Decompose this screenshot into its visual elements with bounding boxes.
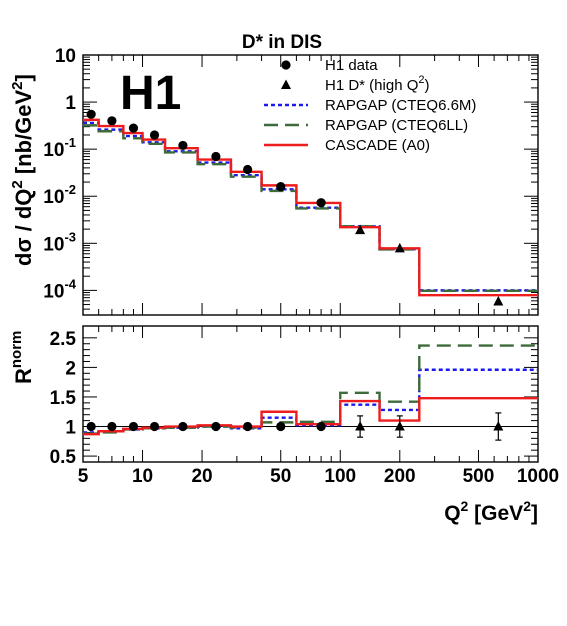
y-tick-label-exp: -3 — [64, 229, 76, 244]
x-tick-label: 500 — [463, 466, 495, 487]
top-y-axis-label-unit-end: ] — [11, 74, 36, 81]
legend-label-text: RAPGAP (CTEQ6.6M) — [325, 97, 476, 114]
ratio-point-h1-highq2 — [493, 421, 504, 431]
legend-label-text: RAPGAP (CTEQ6LL) — [325, 117, 468, 134]
legend-label: CASCADE (A0) — [325, 137, 430, 154]
legend-label: H1 data — [325, 57, 378, 74]
ratio-point-h1 — [128, 421, 139, 432]
y-tick-label-base: 10 — [55, 46, 76, 67]
data-point-h1 — [149, 130, 160, 140]
ratio-point-h1 — [149, 421, 160, 432]
ratio-point-h1-highq2 — [355, 421, 366, 431]
bottom-panel-frame — [82, 325, 539, 463]
ratio-hist-cascade-a0- — [83, 396, 538, 436]
legend-label-end: ) — [425, 77, 430, 94]
legend-marker-triangle — [281, 79, 291, 89]
x-tick-label: 20 — [191, 466, 212, 487]
r-tick-label: 2.5 — [50, 329, 77, 350]
x-tick-label: 10 — [132, 466, 153, 487]
x-axis-label: Q2 [GeV2] — [444, 498, 538, 525]
legend-label-text: H1 data — [325, 57, 378, 74]
legend-label: RAPGAP (CTEQ6LL) — [325, 117, 468, 134]
data-point-h1-highq2 — [493, 296, 504, 306]
top-hist-cascade-a0- — [83, 118, 538, 297]
r-tick-label: 1 — [65, 418, 76, 439]
data-point-h1 — [107, 116, 117, 126]
ratio-point-h1 — [276, 421, 286, 432]
data-point-h1 — [178, 140, 188, 151]
y-tick-label: 1 — [65, 93, 76, 114]
bottom-y-axis-label: Rnorm — [8, 331, 36, 384]
ratio-point-h1 — [243, 421, 253, 432]
bottom-y-axis-label-sup: norm — [8, 331, 25, 369]
top-y-axis-label-sup: 2 — [9, 180, 26, 188]
legend-label: H1 D* (high Q2) — [325, 74, 430, 94]
top-y-axis-label-main: dσ / dQ — [11, 189, 36, 266]
legend-label-sup: 2 — [418, 74, 424, 86]
y-tick-label: 10-2 — [43, 182, 76, 208]
y-tick-label: 10-1 — [43, 135, 76, 161]
top-hist-rapgap-cteq6ll- — [83, 124, 538, 292]
data-point-h1 — [128, 123, 139, 133]
data-point-h1-highq2 — [394, 242, 405, 253]
r-tick-label: 0.5 — [50, 447, 77, 468]
y-tick-label: 10-4 — [43, 276, 76, 302]
ratio-point-h1-highq2 — [394, 421, 405, 431]
top-hist-rapgap-cteq6-6m- — [83, 121, 538, 292]
r-tick-label: 1.5 — [50, 388, 77, 409]
y-tick-label: 10 — [55, 46, 76, 67]
x-axis-label-q: Q — [444, 502, 460, 525]
y-tick-label-base: 10 — [43, 140, 64, 161]
chart-title: D* in DIS — [242, 32, 322, 53]
ratio-point-h1 — [86, 421, 96, 432]
x-axis-label-unit-end: ] — [531, 502, 538, 525]
top-y-axis-label-unit-sup: 2 — [9, 81, 26, 89]
data-point-h1-highq2 — [355, 224, 366, 235]
x-axis-label-unit-sup: 2 — [523, 498, 531, 514]
data-point-h1 — [316, 198, 326, 208]
legend-marker-circle — [281, 60, 291, 70]
data-point-h1 — [86, 109, 96, 119]
ratio-point-h1 — [178, 421, 188, 432]
y-tick-label: 10-3 — [43, 229, 76, 255]
ratio-hist-rapgap-cteq6ll- — [83, 344, 538, 435]
x-tick-label: 200 — [384, 466, 416, 487]
x-tick-label: 100 — [324, 466, 356, 487]
legend-label-text: CASCADE (A0) — [325, 137, 430, 154]
data-point-h1 — [276, 182, 286, 192]
r-tick-label: 2 — [65, 358, 76, 379]
x-tick-label: 5 — [78, 466, 89, 487]
x-axis-label-sup: 2 — [461, 498, 469, 514]
y-tick-label-exp: -4 — [64, 276, 76, 291]
ratio-point-h1 — [316, 421, 326, 432]
data-point-h1 — [243, 164, 253, 175]
x-tick-label: 1000 — [517, 466, 559, 487]
y-tick-label-exp: -1 — [64, 135, 76, 150]
bottom-y-axis-label-r: R — [11, 368, 36, 384]
top-y-axis-label: dσ / dQ2 [nb/GeV2] — [9, 74, 36, 266]
ratio-point-h1 — [211, 421, 221, 432]
top-panel-frame — [82, 54, 539, 316]
data-point-h1 — [211, 151, 221, 162]
y-tick-label-exp: -2 — [64, 182, 76, 197]
legend-label: RAPGAP (CTEQ6.6M) — [325, 97, 476, 114]
top-y-axis-label-unit: [nb/GeV — [11, 89, 36, 180]
y-tick-label-base: 10 — [43, 234, 64, 255]
y-tick-label-base: 10 — [43, 187, 64, 208]
y-tick-label-base: 1 — [65, 93, 76, 114]
y-tick-label-base: 10 — [43, 281, 64, 302]
h1-logo: H1 — [120, 67, 181, 120]
legend-label-text: H1 D* (high Q — [325, 77, 418, 94]
x-tick-label: 50 — [270, 466, 291, 487]
x-axis-label-unit: [GeV — [468, 502, 523, 525]
ratio-point-h1 — [107, 421, 117, 432]
